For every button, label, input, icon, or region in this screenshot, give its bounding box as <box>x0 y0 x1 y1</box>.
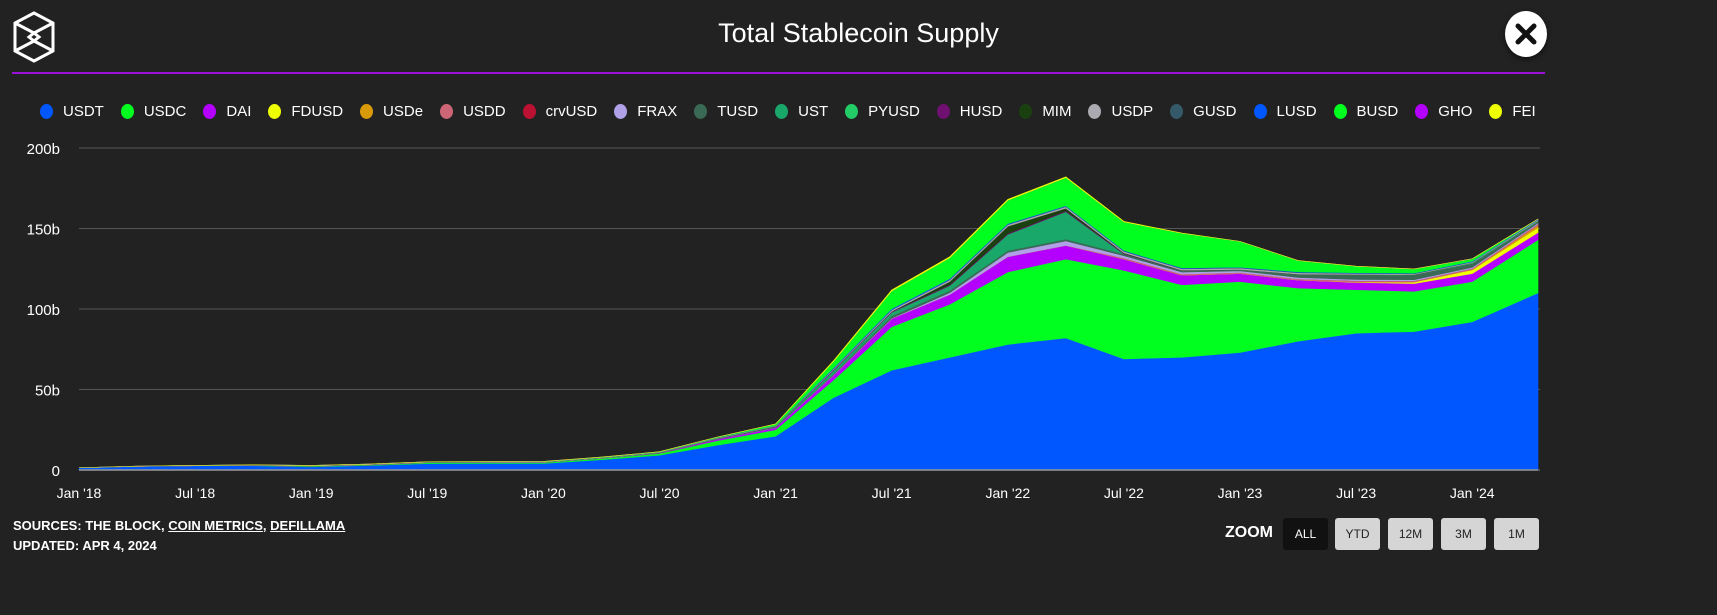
legend: USDT USDC DAI FDUSD USDe USDD crvUSD FRAX TUSD US… <box>40 103 1553 120</box>
legend-label: FEI <box>1512 103 1536 120</box>
legend-item-gho[interactable]: GHO <box>1415 103 1472 120</box>
legend-marker <box>40 104 53 119</box>
x-tick-label: Jan '22 <box>985 485 1030 501</box>
close-icon <box>1515 23 1537 45</box>
legend-marker <box>614 104 628 119</box>
legend-item-pyusd[interactable]: PYUSD <box>845 103 920 120</box>
zoom-1m-button[interactable]: 1M <box>1494 518 1539 550</box>
legend-item-dai[interactable]: DAI <box>203 103 251 120</box>
legend-label: FRAX <box>637 103 678 120</box>
y-tick-label: 150b <box>27 222 60 239</box>
x-tick-label: Jan '19 <box>289 485 334 501</box>
legend-item-busd[interactable]: BUSD <box>1333 103 1399 120</box>
legend-marker <box>440 104 454 119</box>
legend-label: LUSD <box>1276 103 1317 120</box>
legend-item-fei[interactable]: FEI <box>1489 103 1536 120</box>
zoom-ytd-button[interactable]: YTD <box>1335 518 1380 550</box>
legend-label: BUSD <box>1356 103 1399 120</box>
legend-label: crvUSD <box>545 103 598 120</box>
legend-marker <box>845 104 859 119</box>
legend-marker <box>1415 104 1429 119</box>
legend-label: USDD <box>463 103 506 120</box>
chart-title: Total Stablecoin Supply <box>718 18 999 48</box>
legend-marker <box>203 104 217 119</box>
legend-label: MIM <box>1042 103 1072 120</box>
zoom-3m-button[interactable]: 3M <box>1441 518 1486 550</box>
legend-item-gusd[interactable]: GUSD <box>1170 103 1237 120</box>
legend-marker <box>1253 104 1267 119</box>
legend-marker <box>120 104 134 119</box>
legend-label: UST <box>798 103 829 120</box>
legend-label: HUSD <box>959 103 1003 120</box>
legend-item-mim[interactable]: MIM <box>1019 103 1071 120</box>
sources-prefix: SOURCES: THE BLOCK, <box>13 518 169 533</box>
legend-marker <box>694 104 708 119</box>
legend-marker <box>1489 104 1503 119</box>
x-tick-label: Jul '21 <box>872 485 912 501</box>
sources-line: SOURCES: THE BLOCK, COIN METRICS, DEFILL… <box>13 518 346 533</box>
y-tick-label: 200b <box>27 141 60 158</box>
legend-label: USDT <box>63 103 104 120</box>
area-series-fei <box>78 176 1539 469</box>
legend-item-crvusd[interactable]: crvUSD <box>522 103 598 120</box>
legend-label: USDe <box>383 103 424 120</box>
close-button[interactable] <box>1505 11 1547 57</box>
legend-label: GHO <box>1438 103 1473 120</box>
x-tick-label: Jan '24 <box>1450 485 1495 501</box>
the-block-logo-icon <box>12 10 56 64</box>
x-tick-label: Jul '22 <box>1104 485 1144 501</box>
x-tick-label: Jul '18 <box>175 485 215 501</box>
legend-item-usdt[interactable]: USDT <box>40 103 104 120</box>
legend-item-fdusd[interactable]: FDUSD <box>268 103 343 120</box>
y-tick-label: 0 <box>52 463 60 480</box>
defillama-link[interactable]: DEFILLAMA <box>270 518 346 533</box>
legend-item-usdd[interactable]: USDD <box>440 103 506 120</box>
x-tick-label: Jan '18 <box>57 485 102 501</box>
x-tick-label: Jan '20 <box>521 485 566 501</box>
legend-item-frax[interactable]: FRAX <box>614 103 677 120</box>
legend-label: PYUSD <box>868 103 920 120</box>
x-tick-label: Jul '19 <box>407 485 447 501</box>
updated-text: UPDATED: APR 4, 2024 <box>13 538 157 553</box>
y-tick-label: 100b <box>27 302 60 319</box>
x-tick-label: Jan '23 <box>1218 485 1263 501</box>
y-tick-label: 50b <box>35 383 60 400</box>
header-divider <box>12 72 1545 74</box>
legend-marker <box>1088 104 1102 119</box>
legend-marker <box>1019 104 1033 119</box>
legend-label: FDUSD <box>291 103 344 120</box>
legend-marker <box>1333 104 1347 119</box>
legend-label: TUSD <box>717 103 759 120</box>
legend-marker <box>936 104 950 119</box>
x-tick-label: Jul '20 <box>639 485 679 501</box>
legend-marker <box>360 104 374 119</box>
legend-label: DAI <box>226 103 252 120</box>
legend-marker <box>268 104 282 119</box>
zoom-all-button[interactable]: ALL <box>1283 518 1328 550</box>
legend-label: GUSD <box>1193 103 1237 120</box>
zoom-label: ZOOM <box>1225 524 1273 541</box>
legend-marker <box>522 104 536 119</box>
coin-metrics-link[interactable]: COIN METRICS <box>168 518 263 533</box>
legend-label: USDP <box>1111 103 1154 120</box>
legend-label: USDC <box>143 103 187 120</box>
legend-item-usdc[interactable]: USDC <box>120 103 187 120</box>
legend-item-tusd[interactable]: TUSD <box>694 103 758 120</box>
x-tick-label: Jul '23 <box>1336 485 1376 501</box>
zoom-12m-button[interactable]: 12M <box>1388 518 1433 550</box>
legend-item-lusd[interactable]: LUSD <box>1253 103 1317 120</box>
legend-item-husd[interactable]: HUSD <box>936 103 1003 120</box>
legend-marker <box>775 104 789 119</box>
legend-item-usdp[interactable]: USDP <box>1088 103 1153 120</box>
legend-item-ust[interactable]: UST <box>775 103 828 120</box>
legend-item-usde[interactable]: USDe <box>360 103 423 120</box>
x-tick-label: Jan '21 <box>753 485 798 501</box>
stacked-area-chart: 0 50b 100b 150b 200b Jan '18 Jul '18 Jan '19 Jul… <box>27 141 1540 501</box>
legend-marker <box>1170 104 1184 119</box>
